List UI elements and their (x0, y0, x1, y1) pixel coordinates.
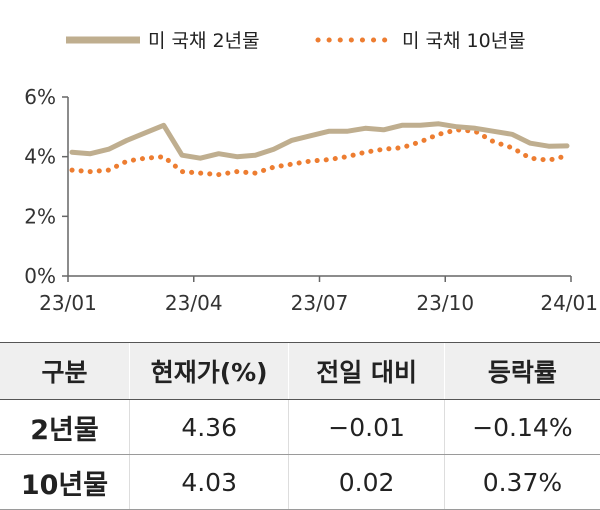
x-tick-label: 23/01 (39, 291, 97, 315)
col-header-category: 구분 (0, 342, 130, 400)
y-tick-label: 6% (24, 85, 56, 109)
y-tick-label: 2% (24, 204, 56, 228)
series-line-2y (69, 121, 570, 161)
yield-line-chart: 미 국채 2년물 미 국채 10년물 0% 2% 4% 6% 23/01 23/04 23… (24, 30, 598, 315)
table-row: 10년물 4.03 0.02 0.37% (0, 454, 600, 510)
y-tick-label: 0% (24, 264, 56, 288)
table-header-row: 구분 현재가(%) 전일 대비 등락률 (0, 342, 600, 400)
x-tick-label: 23/04 (165, 291, 223, 315)
yield-summary-table: 구분 현재가(%) 전일 대비 등락률 2년물 4.36 −0.01 −0.14… (0, 342, 600, 510)
x-tick-label: 23/10 (416, 291, 474, 315)
col-header-pct: 등락률 (443, 342, 600, 400)
col-header-price: 현재가(%) (128, 342, 289, 400)
change-cell: −0.01 (288, 399, 445, 455)
legend-label-2y: 미 국채 2년물 (148, 30, 260, 52)
series-layer (69, 121, 570, 178)
x-tick-label: 24/01 (540, 291, 598, 315)
legend-label-10y: 미 국채 10년물 (402, 30, 526, 52)
price-cell: 4.36 (128, 399, 289, 455)
pct-cell: −0.14% (443, 399, 600, 455)
axes: 0% 2% 4% 6% 23/01 23/04 23/07 23/10 24/01 (24, 85, 598, 315)
row-label: 2년물 (0, 399, 130, 455)
y-tick-label: 4% (24, 145, 56, 169)
x-tick-label: 23/07 (291, 291, 349, 315)
col-header-change: 전일 대비 (288, 342, 445, 400)
series-line-10y (69, 127, 570, 178)
price-cell: 4.03 (128, 454, 289, 510)
legend: 미 국채 2년물 미 국채 10년물 (66, 30, 526, 52)
pct-cell: 0.37% (443, 454, 600, 510)
table-row: 2년물 4.36 −0.01 −0.14% (0, 399, 600, 455)
row-label: 10년물 (0, 454, 130, 510)
change-cell: 0.02 (288, 454, 445, 510)
